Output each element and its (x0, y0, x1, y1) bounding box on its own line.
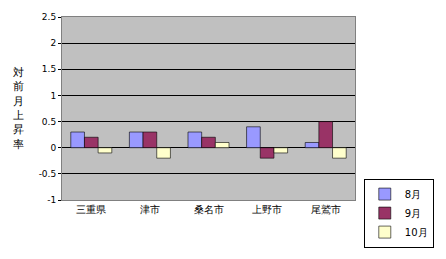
svg-text:2.5: 2.5 (42, 12, 56, 22)
svg-text:1.5: 1.5 (42, 64, 56, 74)
svg-text:上野市: 上野市 (252, 204, 282, 215)
svg-text:津市: 津市 (140, 204, 160, 215)
svg-text:2: 2 (50, 38, 56, 48)
svg-text:-1: -1 (47, 195, 56, 205)
svg-text:0.5: 0.5 (42, 117, 56, 127)
svg-text:桑名市: 桑名市 (194, 204, 224, 215)
svg-text:-0.5: -0.5 (39, 169, 57, 179)
svg-text:0: 0 (50, 143, 56, 153)
svg-text:10月: 10月 (405, 227, 428, 238)
svg-text:尾鷲市: 尾鷲市 (311, 204, 341, 215)
svg-text:三重県: 三重県 (76, 204, 106, 215)
svg-text:対前月上昇率: 対前月上昇率 (13, 66, 24, 151)
svg-text:1: 1 (50, 91, 56, 101)
svg-text:9月: 9月 (405, 208, 421, 219)
svg-text:8月: 8月 (405, 189, 421, 200)
